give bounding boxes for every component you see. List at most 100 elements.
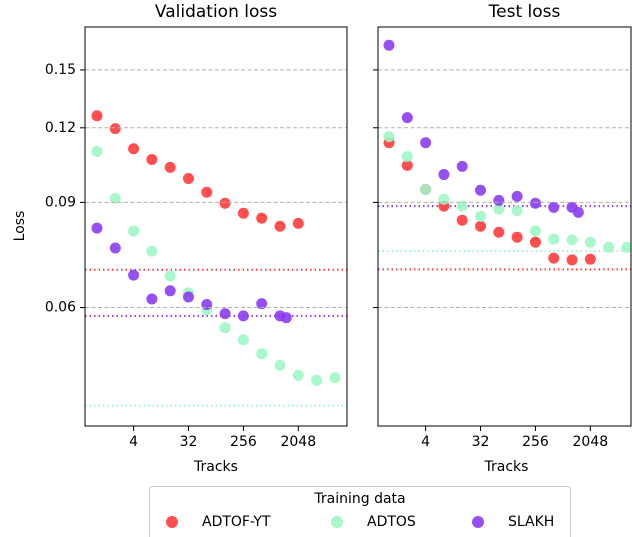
point	[256, 348, 268, 360]
point	[475, 184, 487, 196]
point	[146, 153, 158, 165]
point	[219, 322, 231, 334]
point	[274, 220, 286, 232]
point	[182, 172, 194, 184]
point	[109, 242, 121, 254]
point	[383, 39, 395, 51]
point	[292, 217, 304, 229]
point	[256, 298, 268, 310]
panel-title: Validation loss	[155, 2, 277, 22]
point	[438, 193, 450, 205]
x-tick-label: 4	[129, 434, 138, 450]
y-tick-label: 0.09	[45, 194, 76, 210]
y-tick-label: 0.06	[45, 300, 76, 316]
y-axis-label: Loss	[12, 211, 28, 242]
point	[146, 293, 158, 305]
point	[511, 231, 523, 243]
point	[529, 225, 541, 237]
point	[529, 197, 541, 209]
x-tick-label: 4	[421, 434, 430, 450]
point	[401, 112, 413, 124]
point	[438, 169, 450, 181]
point	[219, 308, 231, 320]
frame	[377, 26, 632, 427]
point	[219, 197, 231, 209]
point	[456, 200, 468, 212]
point	[401, 159, 413, 171]
point	[146, 245, 158, 257]
point	[493, 203, 505, 215]
point	[383, 131, 395, 143]
legend-label: SLAKH	[508, 514, 554, 530]
plot-area	[85, 110, 347, 407]
point	[401, 151, 413, 163]
point	[91, 146, 103, 158]
point	[456, 160, 468, 172]
point	[584, 253, 596, 265]
point	[164, 285, 176, 297]
point	[128, 143, 140, 155]
point	[128, 225, 140, 237]
legend-title: Training data	[313, 491, 405, 507]
point	[182, 291, 194, 303]
point	[420, 137, 432, 149]
point	[311, 374, 323, 386]
point	[566, 234, 578, 246]
frame	[84, 26, 348, 427]
legend-label: ADTOS	[367, 514, 416, 530]
x-tick-label: 256	[522, 434, 549, 450]
point	[280, 312, 292, 324]
point	[164, 161, 176, 173]
plot-area	[378, 39, 631, 271]
point	[548, 252, 560, 264]
point	[603, 241, 615, 253]
point	[237, 310, 249, 322]
x-tick-label: 2048	[573, 434, 609, 450]
point	[292, 369, 304, 381]
point	[237, 334, 249, 346]
point	[109, 192, 121, 204]
y-tick-label: 0.15	[45, 62, 76, 78]
point	[584, 236, 596, 248]
point	[201, 186, 213, 198]
point	[566, 254, 578, 266]
point	[237, 207, 249, 219]
y-tick-label: 0.12	[45, 120, 76, 136]
legend-marker	[166, 516, 178, 528]
point	[91, 110, 103, 122]
point	[493, 226, 505, 238]
point	[475, 210, 487, 222]
point	[572, 206, 584, 218]
legend-label: ADTOF-YT	[202, 514, 271, 530]
point	[493, 194, 505, 206]
point	[475, 220, 487, 232]
point	[164, 270, 176, 282]
x-tick-label: 2048	[280, 434, 316, 450]
point	[420, 183, 432, 195]
point	[91, 222, 103, 234]
point	[128, 269, 140, 281]
point	[256, 212, 268, 224]
x-tick-label: 32	[180, 434, 198, 450]
point	[109, 123, 121, 135]
point	[621, 241, 631, 253]
point	[456, 214, 468, 226]
legend-box	[149, 486, 571, 537]
point	[329, 372, 341, 384]
legend-marker	[472, 516, 484, 528]
panel-title: Test loss	[488, 2, 561, 22]
point	[511, 190, 523, 202]
point	[274, 359, 286, 371]
point	[548, 201, 560, 213]
x-axis-label: Tracks	[193, 459, 238, 475]
point	[511, 205, 523, 217]
x-tick-label: 256	[230, 434, 257, 450]
point	[529, 236, 541, 248]
point	[201, 299, 213, 311]
point	[548, 233, 560, 245]
x-tick-label: 32	[472, 434, 490, 450]
x-axis-label: Tracks	[484, 459, 529, 475]
legend-marker	[331, 516, 343, 528]
